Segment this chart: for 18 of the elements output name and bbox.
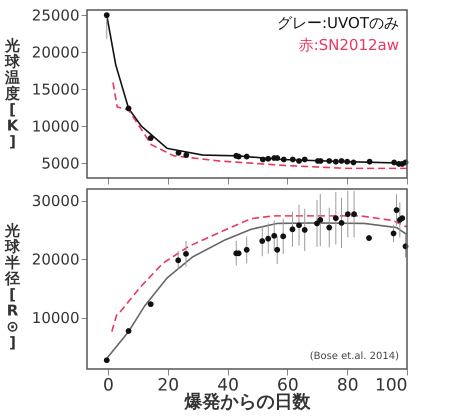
annotation: (Bose et.al. 2014) xyxy=(310,351,400,362)
annotation: 赤:SN2012aw xyxy=(298,36,399,54)
y-tick-label: 15000 xyxy=(32,80,80,99)
x-tick-label: 20 xyxy=(157,376,180,396)
y-tick-label: 25000 xyxy=(32,6,80,25)
y-tick-label: 10000 xyxy=(32,118,80,136)
x-tick-label: 80 xyxy=(336,376,359,396)
y-axis-title: 光球半径[R⊙] xyxy=(4,222,21,352)
y-tick-label: 20000 xyxy=(32,44,80,62)
y-axis-title: 光球温度[K] xyxy=(4,36,21,150)
x-tick-label: 0 xyxy=(103,376,114,396)
x-tick-label: 40 xyxy=(217,376,239,396)
annotation: グレー:UVOTのみ xyxy=(277,14,399,32)
y-tick-label: 5000 xyxy=(41,154,80,173)
y-tick-label: 10000 xyxy=(32,309,80,328)
y-tick-label: 20000 xyxy=(32,250,80,269)
x-tick-label: 100 xyxy=(375,376,408,396)
y-tick-label: 30000 xyxy=(32,192,80,210)
